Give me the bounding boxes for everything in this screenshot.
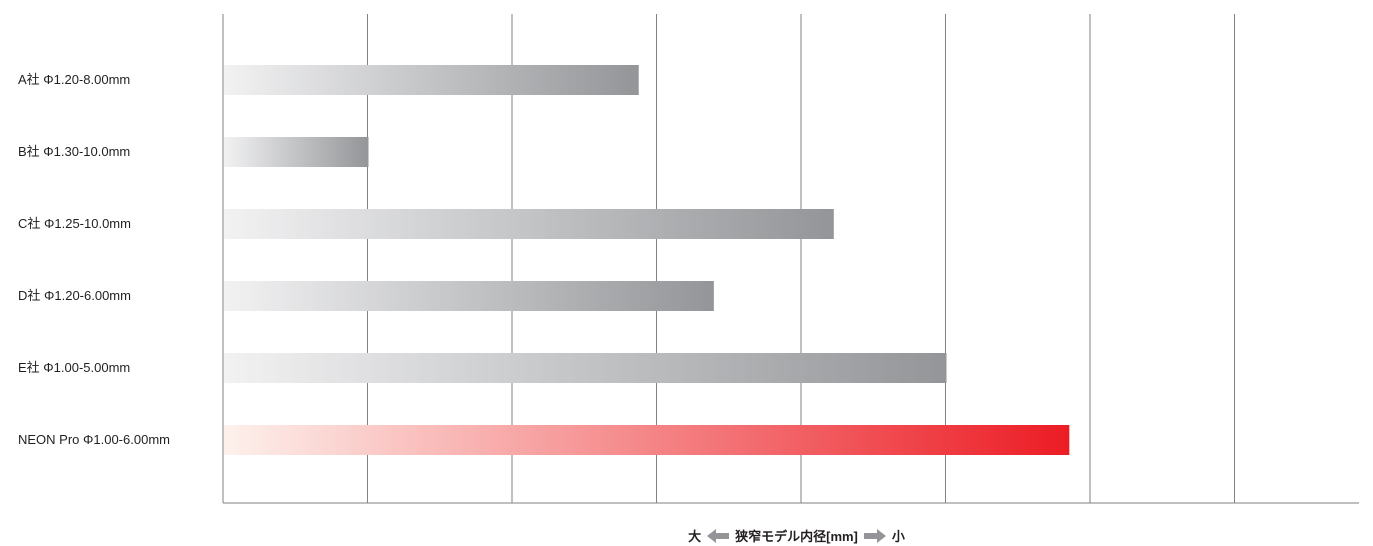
x-axis-label-small: 小 (891, 529, 905, 544)
bar (224, 137, 369, 167)
category-label: D社 Φ1.20-6.00mm (18, 288, 131, 303)
category-label: C社 Φ1.25-10.0mm (18, 216, 131, 231)
bar (224, 209, 834, 239)
gridlines (222, 14, 1359, 504)
category-label: NEON Pro Φ1.00-6.00mm (18, 432, 170, 447)
category-label: E社 Φ1.00-5.00mm (18, 360, 131, 375)
bar (224, 353, 947, 383)
bar (224, 281, 714, 311)
category-label: A社 Φ1.20-8.00mm (18, 72, 131, 87)
x-axis-label-large: 大 (688, 529, 702, 544)
arrow-left-icon (707, 528, 730, 543)
x-axis-label: 狭窄モデル内径[mm] (735, 529, 858, 544)
bar (224, 65, 639, 95)
bars (224, 65, 1070, 455)
bar-highlight (224, 425, 1070, 455)
arrow-right-icon (863, 528, 886, 543)
x-axis-caption: 大 狭窄モデル内径[mm] 小 (0, 526, 1373, 545)
category-label: B社 Φ1.30-10.0mm (18, 144, 131, 159)
